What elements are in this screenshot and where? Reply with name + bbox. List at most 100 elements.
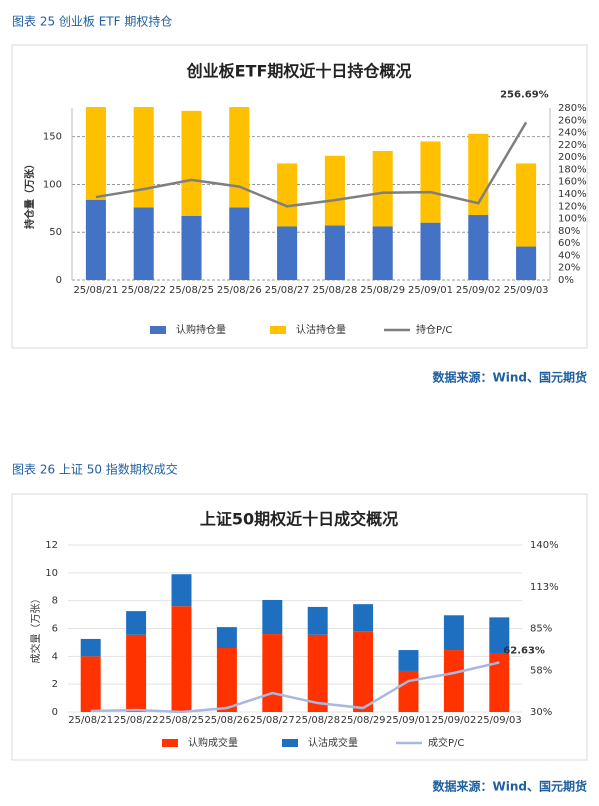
bar — [353, 631, 374, 712]
y2-tick-label: 20% — [558, 263, 580, 274]
y2-tick-label: 60% — [558, 238, 580, 249]
bar — [372, 151, 393, 227]
bar — [307, 606, 328, 635]
y-tick-label: 2 — [52, 679, 58, 690]
bar — [262, 634, 283, 712]
bar — [126, 634, 147, 712]
chart-frame — [11, 44, 588, 349]
data-label: 62.63% — [503, 645, 545, 656]
line-series — [95, 121, 528, 208]
bar — [181, 110, 202, 216]
bar — [324, 155, 345, 226]
bar — [443, 650, 464, 712]
x-tick-label: 25/08/26 — [204, 715, 249, 726]
y-tick-label: 50 — [49, 227, 62, 238]
bar — [516, 246, 537, 280]
bar — [468, 215, 489, 280]
y-tick-label: 10 — [45, 568, 58, 579]
y-tick-label: 0 — [56, 275, 62, 286]
y-axis-label: 成交量（万张） — [29, 594, 42, 664]
y2-tick-label: 240% — [558, 128, 587, 139]
x-tick-label: 25/08/22 — [114, 715, 159, 726]
bar — [307, 634, 328, 712]
legend-swatch — [162, 739, 178, 747]
bar — [277, 163, 298, 227]
bar — [133, 107, 154, 208]
figure-caption: 图表 26 上证 50 指数期权成交 — [12, 462, 178, 477]
y2-tick-label: 0% — [558, 275, 574, 286]
bar — [85, 199, 106, 280]
x-tick-label: 25/08/28 — [312, 285, 357, 296]
line-series — [90, 661, 500, 714]
bar — [420, 222, 441, 280]
bar — [216, 627, 237, 648]
x-tick-label: 25/09/03 — [477, 715, 522, 726]
chart-title: 创业板ETF期权近十日持仓概况 — [186, 62, 412, 81]
bar — [353, 604, 374, 632]
y2-tick-label: 100% — [558, 214, 587, 225]
x-tick-label: 25/08/25 — [169, 285, 214, 296]
bar — [229, 107, 250, 208]
y2-tick-label: 200% — [558, 152, 587, 163]
x-tick-label: 25/08/27 — [265, 285, 310, 296]
y2-tick-label: 220% — [558, 140, 587, 151]
y-tick-label: 6 — [52, 624, 58, 635]
x-tick-label: 25/09/03 — [504, 285, 549, 296]
data-label: 256.69% — [500, 89, 549, 100]
x-tick-label: 25/08/29 — [341, 715, 386, 726]
bar — [489, 617, 510, 654]
x-tick-label: 25/08/29 — [360, 285, 405, 296]
y2-tick-label: 113% — [530, 582, 559, 593]
bar — [420, 141, 441, 223]
bar — [516, 163, 537, 247]
bar — [126, 611, 147, 635]
figure-caption: 图表 25 创业板 ETF 期权持仓 — [12, 14, 172, 29]
x-tick-label: 25/08/22 — [121, 285, 166, 296]
y2-tick-label: 58% — [530, 665, 552, 676]
bar — [277, 226, 298, 280]
bar — [229, 207, 250, 280]
bar — [80, 656, 101, 712]
bar — [85, 107, 106, 200]
legend-label: 认沽持仓量 — [296, 323, 346, 336]
bar — [80, 638, 101, 657]
y2-tick-label: 160% — [558, 177, 587, 188]
y-tick-label: 4 — [52, 651, 58, 662]
x-tick-label: 25/09/01 — [408, 285, 453, 296]
y2-tick-label: 80% — [558, 226, 580, 237]
y2-tick-label: 180% — [558, 164, 587, 175]
source-note: 数据来源：Wind、国元期货 — [433, 370, 587, 385]
x-tick-label: 25/09/02 — [456, 285, 501, 296]
legend-swatch — [282, 739, 298, 747]
x-tick-label: 25/08/26 — [217, 285, 262, 296]
legend-label: 认购持仓量 — [176, 323, 226, 336]
y2-tick-label: 140% — [558, 189, 587, 200]
y-tick-label: 0 — [52, 707, 58, 718]
y2-tick-label: 140% — [530, 540, 559, 551]
y-tick-label: 8 — [52, 596, 58, 607]
bar — [443, 615, 464, 651]
legend-label: 认沽成交量 — [308, 736, 358, 749]
y2-tick-label: 40% — [558, 250, 580, 261]
bar — [133, 207, 154, 280]
x-tick-label: 25/08/28 — [295, 715, 340, 726]
x-tick-label: 25/09/02 — [431, 715, 476, 726]
y2-tick-label: 280% — [558, 103, 587, 114]
y2-tick-label: 260% — [558, 115, 587, 126]
bar — [181, 215, 202, 280]
source-note: 数据来源：Wind、国元期货 — [433, 779, 587, 794]
legend-swatch — [150, 326, 166, 334]
y-tick-label: 100 — [43, 179, 62, 190]
legend-label: 持仓P/C — [416, 323, 452, 336]
y2-tick-label: 120% — [558, 201, 587, 212]
legend-label: 成交P/C — [428, 736, 464, 749]
bar — [262, 599, 283, 635]
bar — [398, 650, 419, 671]
bar — [324, 225, 345, 280]
x-tick-label: 25/08/21 — [68, 715, 113, 726]
bar — [398, 670, 419, 712]
x-tick-label: 25/08/25 — [159, 715, 204, 726]
y2-tick-label: 85% — [530, 624, 552, 635]
